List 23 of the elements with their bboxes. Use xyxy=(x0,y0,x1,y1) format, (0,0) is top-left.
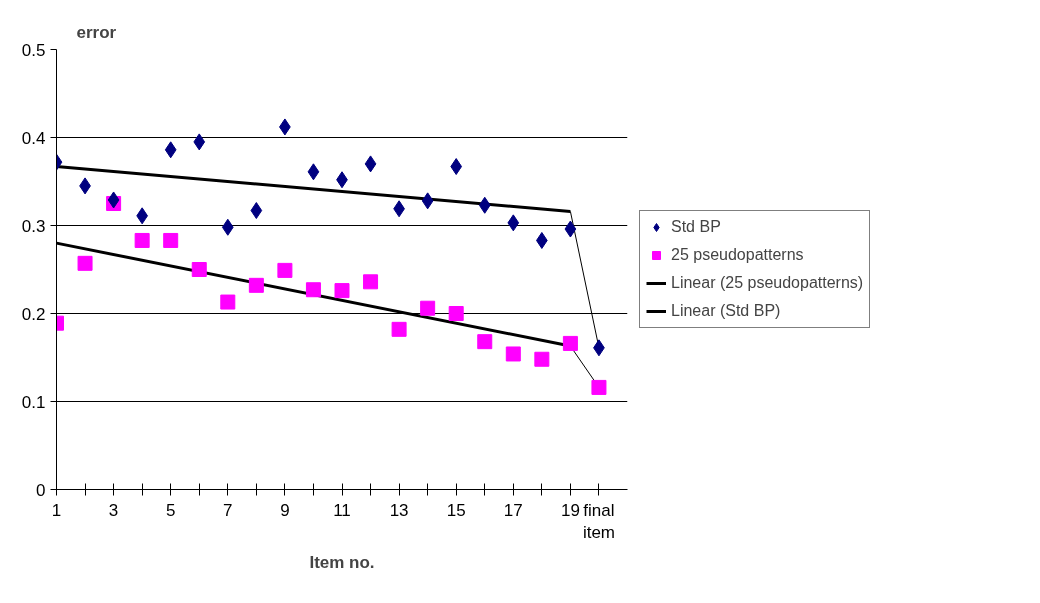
x-tick-label: 5 xyxy=(165,500,176,520)
x-tick-label: 7 xyxy=(223,500,233,520)
y-tick-label: 0 xyxy=(36,480,46,500)
x-tick-label: 1 xyxy=(51,500,62,520)
x-tick-label: 17 xyxy=(503,500,523,520)
y-tick-label: 0.3 xyxy=(21,216,46,236)
x-tick-label: 3 xyxy=(108,500,119,520)
x-tick-label: final item xyxy=(582,500,616,543)
legend-label: Std BP xyxy=(671,218,721,236)
y-axis-title: error xyxy=(76,22,117,42)
x-tick-label: 13 xyxy=(389,500,409,520)
y-tick-label: 0.1 xyxy=(21,392,46,412)
x-tick-label: 19 xyxy=(560,500,580,520)
x-tick-label: 9 xyxy=(280,500,290,520)
legend-label: Linear (25 pseudopatterns) xyxy=(671,274,864,292)
y-tick-label: 0.5 xyxy=(21,40,46,60)
y-tick-label: 0.2 xyxy=(21,304,46,324)
legend-label: 25 pseudopatterns xyxy=(671,246,804,264)
y-tick-label: 0.4 xyxy=(21,128,46,148)
x-tick-label: 15 xyxy=(446,500,466,520)
x-tick-label: 11 xyxy=(333,500,351,520)
legend-label: Linear (Std BP) xyxy=(671,302,781,320)
x-axis-title: Item no. xyxy=(309,553,375,573)
